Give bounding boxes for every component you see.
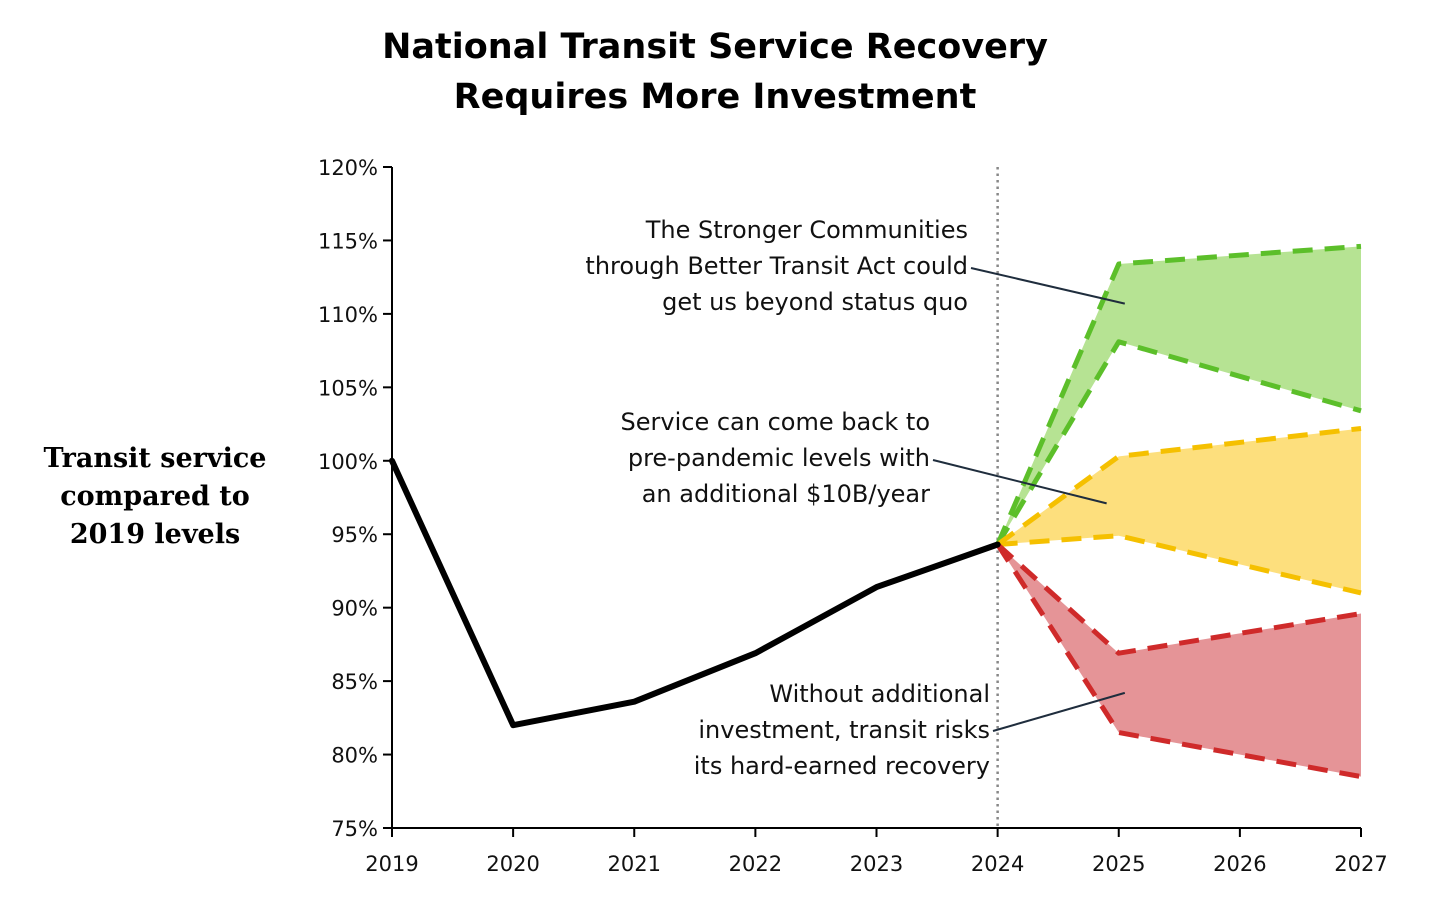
x-tick-label: 2019 xyxy=(365,852,418,876)
historical-line xyxy=(389,457,1001,729)
x-tick-label: 2023 xyxy=(850,852,903,876)
y-tick-label: 80% xyxy=(331,744,378,768)
scenario-area-green xyxy=(997,246,1361,545)
annotation-green-line-2: through Better Transit Act could xyxy=(585,252,968,280)
annotation-red-line-2: investment, transit risks xyxy=(698,716,990,744)
y-tick-label: 110% xyxy=(318,303,378,327)
annotation-red-line-1: Without additional xyxy=(769,680,990,708)
annotation-green-line-1: The Stronger Communities xyxy=(645,216,968,244)
y-axis-label: Transit service compared to 2019 levels xyxy=(20,440,290,554)
x-tick-label: 2022 xyxy=(729,852,782,876)
y-axis-label-line-3: 2019 levels xyxy=(69,519,241,550)
scenario-red-upper-line xyxy=(995,542,1362,656)
annotation-pointer-yellow xyxy=(932,459,1107,505)
chart-title-line-2: Requires More Investment xyxy=(453,77,977,117)
annotation-yellow-line-3: an additional $10B/year xyxy=(642,480,930,508)
annotations: The Stronger Communities through Better T… xyxy=(585,216,1126,780)
y-tick-label: 90% xyxy=(331,597,378,621)
scenario-yellow-lower-line xyxy=(997,533,1362,596)
x-tick-label: 2027 xyxy=(1334,852,1387,876)
x-tick-label: 2021 xyxy=(608,852,661,876)
x-tick-label: 2024 xyxy=(971,852,1024,876)
annotation-yellow-line-1: Service can come back to xyxy=(621,408,930,436)
y-tick-label: 115% xyxy=(318,229,378,253)
scenario-area-red xyxy=(997,544,1361,777)
y-tick-label: 85% xyxy=(331,670,378,694)
annotation-red-line-3: its hard-earned recovery xyxy=(694,752,990,780)
series-lines xyxy=(389,243,1362,780)
x-tick-label: 2026 xyxy=(1213,852,1266,876)
chart-title: National Transit Service Recovery Requir… xyxy=(0,22,1430,122)
y-tick-label: 105% xyxy=(318,376,378,400)
y-tick-label: 100% xyxy=(318,450,378,474)
scenario-green-lower-line xyxy=(995,339,1362,546)
y-tick-label: 120% xyxy=(318,156,378,180)
annotation-yellow-line-2: pre-pandemic levels with xyxy=(628,444,930,472)
annotation-pointer-red xyxy=(992,691,1126,732)
x-tick-label: 2025 xyxy=(1092,852,1145,876)
x-tick-label: 2020 xyxy=(486,852,539,876)
annotation-green-line-3: get us beyond status quo xyxy=(662,288,968,316)
scenario-yellow-upper-line xyxy=(996,425,1362,547)
y-axis-label-line-1: Transit service xyxy=(43,443,267,474)
y-tick-label: 75% xyxy=(331,817,378,841)
y-axis-label-line-2: compared to xyxy=(60,481,250,512)
scenario-areas xyxy=(997,246,1361,777)
y-tick-label: 95% xyxy=(331,523,378,547)
chart-title-line-1: National Transit Service Recovery xyxy=(382,27,1048,67)
scenario-area-yellow xyxy=(997,428,1361,593)
scenario-green-upper-line xyxy=(995,243,1362,546)
axes: 75% 80% 85% 90% 95% 100% 105% 110% 115% 120% 2019 2… xyxy=(318,156,1388,876)
scenario-red-lower-line xyxy=(995,543,1362,780)
annotation-pointer-green xyxy=(970,267,1126,305)
